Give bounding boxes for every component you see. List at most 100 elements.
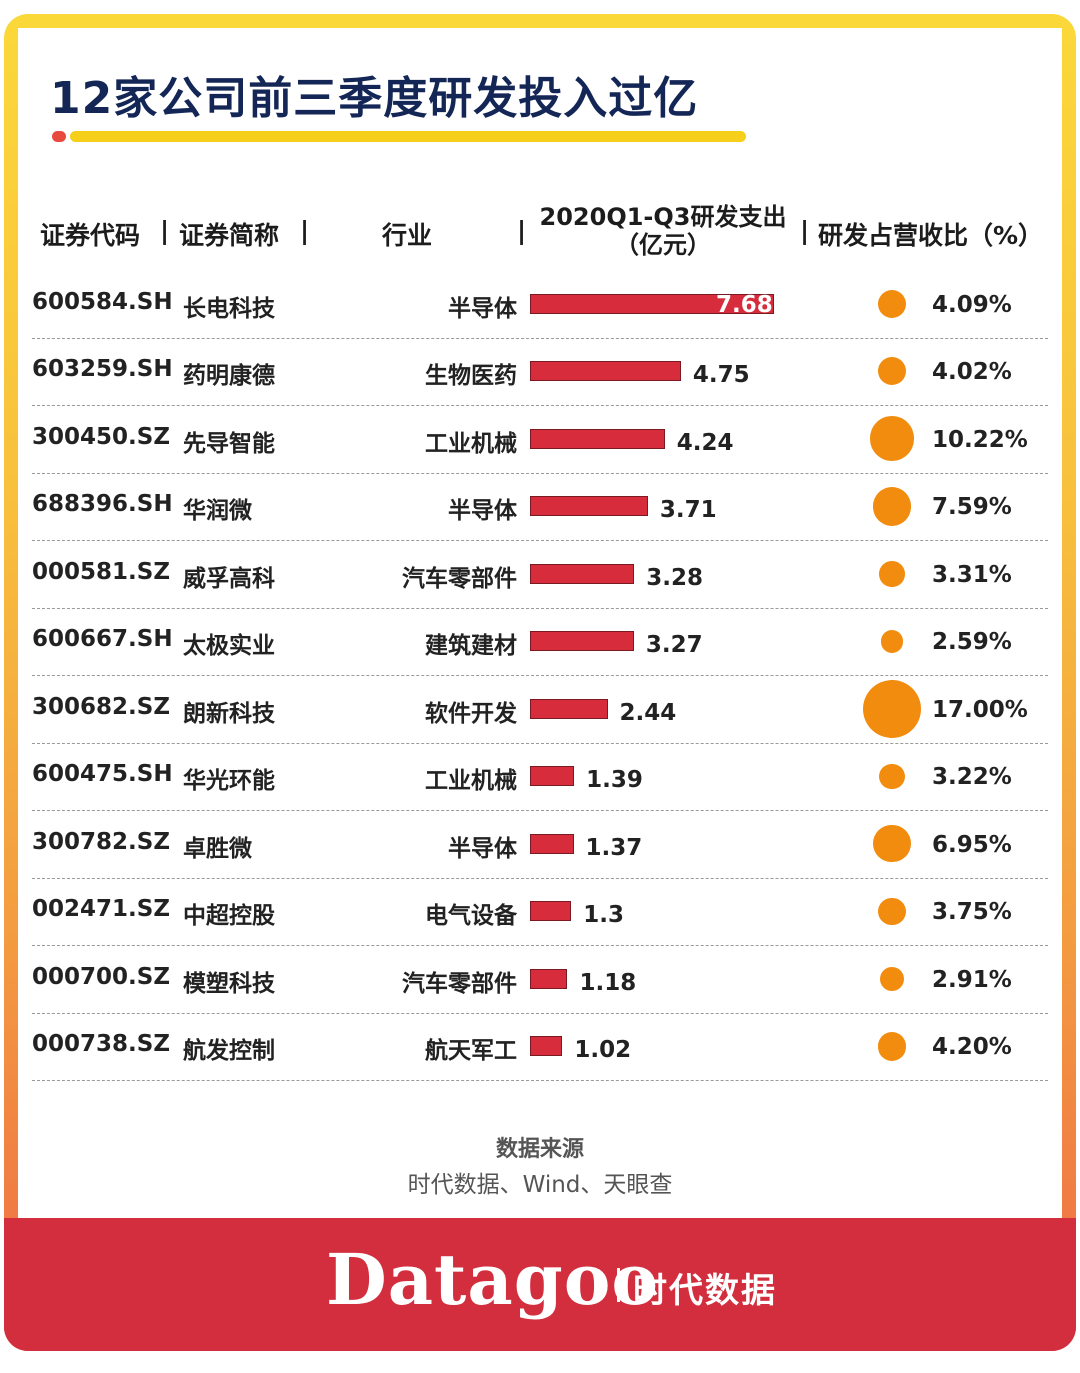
- rd-value-label: 2.44: [619, 699, 677, 726]
- ratio-value-label: 3.75%: [932, 899, 1012, 926]
- cell-code: 002471.SZ: [32, 896, 170, 923]
- rd-value-label: 4.75: [692, 362, 750, 389]
- header-rd: 2020Q1-Q3研发支出 （亿元）: [538, 203, 788, 259]
- ratio-bubble: [863, 679, 921, 738]
- ratio-bubble: [877, 357, 907, 386]
- rd-value-label: 7.68: [716, 291, 773, 318]
- cell-code: 600475.SH: [32, 761, 173, 788]
- rd-value-label: 3.28: [646, 564, 703, 591]
- row-divider: [32, 675, 1048, 676]
- cell-code: 603259.SH: [32, 356, 173, 383]
- brand-name-cn: 时代数据: [633, 1271, 777, 1311]
- cell-industry: 建筑建材: [425, 633, 517, 660]
- footer-band: [4, 1218, 1076, 1351]
- cell-code: 300782.SZ: [32, 828, 170, 855]
- cell-industry: 软件开发: [425, 700, 517, 727]
- ratio-bubble: [869, 416, 915, 462]
- ratio-bubble: [880, 966, 904, 991]
- ratio-bubble: [873, 825, 911, 863]
- cell-name: 航发控制: [183, 1038, 275, 1065]
- cell-industry: 生物医药: [425, 363, 517, 390]
- ratio-bubble: [877, 1031, 907, 1061]
- rd-bar: [530, 698, 608, 719]
- rd-bar: [530, 563, 635, 584]
- rd-value-label: 3.27: [645, 632, 703, 659]
- cell-code: 000738.SZ: [32, 1031, 170, 1058]
- cell-code: 600584.SH: [32, 288, 173, 315]
- cell-name: 模塑科技: [183, 970, 275, 997]
- cell-name: 威孚高科: [183, 565, 275, 592]
- rd-bar: [530, 631, 634, 652]
- cell-industry: 电气设备: [425, 903, 517, 930]
- rd-bar: [530, 968, 568, 989]
- cell-code: 688396.SH: [32, 491, 173, 518]
- ratio-bubble: [879, 560, 905, 587]
- ratio-value-label: 7.59%: [932, 494, 1012, 521]
- title-underline-dot: [52, 131, 66, 142]
- source-title: 数据来源: [495, 1137, 584, 1162]
- page-title: 12家公司前三季度研发投入过亿: [50, 73, 699, 124]
- header-name: 证券简称: [179, 221, 280, 250]
- row-divider: [32, 337, 1048, 339]
- rd-value-label: 1.18: [579, 969, 637, 996]
- cell-name: 朗新科技: [183, 700, 275, 727]
- ratio-value-label: 6.95%: [932, 831, 1012, 858]
- cell-name: 中超控股: [183, 903, 275, 930]
- row-divider: [32, 607, 1048, 609]
- cell-name: 太极实业: [183, 633, 275, 660]
- cell-industry: 半导体: [448, 498, 517, 525]
- header-separator: |: [160, 216, 170, 245]
- source-text: 时代数据、Wind、天眼查: [407, 1172, 673, 1198]
- rd-bar: [530, 766, 575, 787]
- cell-code: 300450.SZ: [32, 423, 170, 450]
- ratio-value-label: 4.02%: [932, 359, 1012, 386]
- cell-code: 300682.SZ: [32, 693, 170, 720]
- cell-code: 000581.SZ: [32, 558, 170, 585]
- rd-bar: [530, 1036, 563, 1057]
- row-divider: [32, 472, 1048, 474]
- ratio-value-label: 17.00%: [932, 696, 1028, 723]
- cell-industry: 汽车零部件: [402, 565, 517, 592]
- row-divider: [32, 810, 1048, 811]
- ratio-value-label: 4.20%: [932, 1034, 1012, 1061]
- row-divider: [32, 405, 1048, 406]
- ratio-value-label: 4.09%: [932, 291, 1012, 318]
- header-ratio: 研发占营收比（%）: [818, 221, 1044, 250]
- cell-industry: 工业机械: [425, 768, 517, 795]
- brand-logo: Datagoo: [326, 1238, 660, 1321]
- ratio-bubble: [878, 897, 906, 925]
- brand-divider: [617, 1268, 620, 1302]
- header-separator: |: [517, 216, 527, 245]
- rd-bar: [530, 496, 648, 517]
- ratio-value-label: 10.22%: [932, 426, 1028, 453]
- cell-industry: 汽车零部件: [402, 970, 517, 997]
- rd-value-label: 4.24: [676, 429, 734, 456]
- rd-value-label: 1.37: [585, 834, 643, 861]
- cell-industry: 半导体: [448, 295, 517, 322]
- row-divider: [32, 540, 1048, 541]
- row-divider: [32, 945, 1048, 946]
- header-industry: 行业: [382, 221, 433, 250]
- cell-name: 华润微: [183, 498, 252, 525]
- cell-industry: 航天军工: [425, 1038, 517, 1065]
- ratio-value-label: 3.31%: [932, 561, 1012, 588]
- ratio-bubble: [880, 629, 904, 653]
- header-separator: |: [800, 216, 810, 245]
- rd-bar: [530, 901, 572, 922]
- ratio-bubble: [872, 486, 912, 526]
- cell-name: 先导智能: [183, 430, 275, 457]
- row-divider: [32, 742, 1048, 744]
- header-separator: |: [300, 216, 310, 245]
- cell-code: 000700.SZ: [32, 963, 170, 990]
- ratio-bubble: [879, 763, 905, 789]
- rd-bar: [530, 361, 681, 382]
- rd-bar: [530, 833, 574, 854]
- header-code: 证券代码: [40, 221, 141, 250]
- header-rd-line1: 2020Q1-Q3研发支出: [539, 203, 787, 231]
- rd-bar: [530, 428, 665, 449]
- ratio-bubble: [877, 289, 907, 318]
- ratio-value-label: 2.91%: [932, 966, 1012, 993]
- cell-name: 药明康德: [183, 363, 275, 390]
- rd-value-label: 3.71: [659, 497, 717, 524]
- ratio-value-label: 2.59%: [932, 629, 1012, 656]
